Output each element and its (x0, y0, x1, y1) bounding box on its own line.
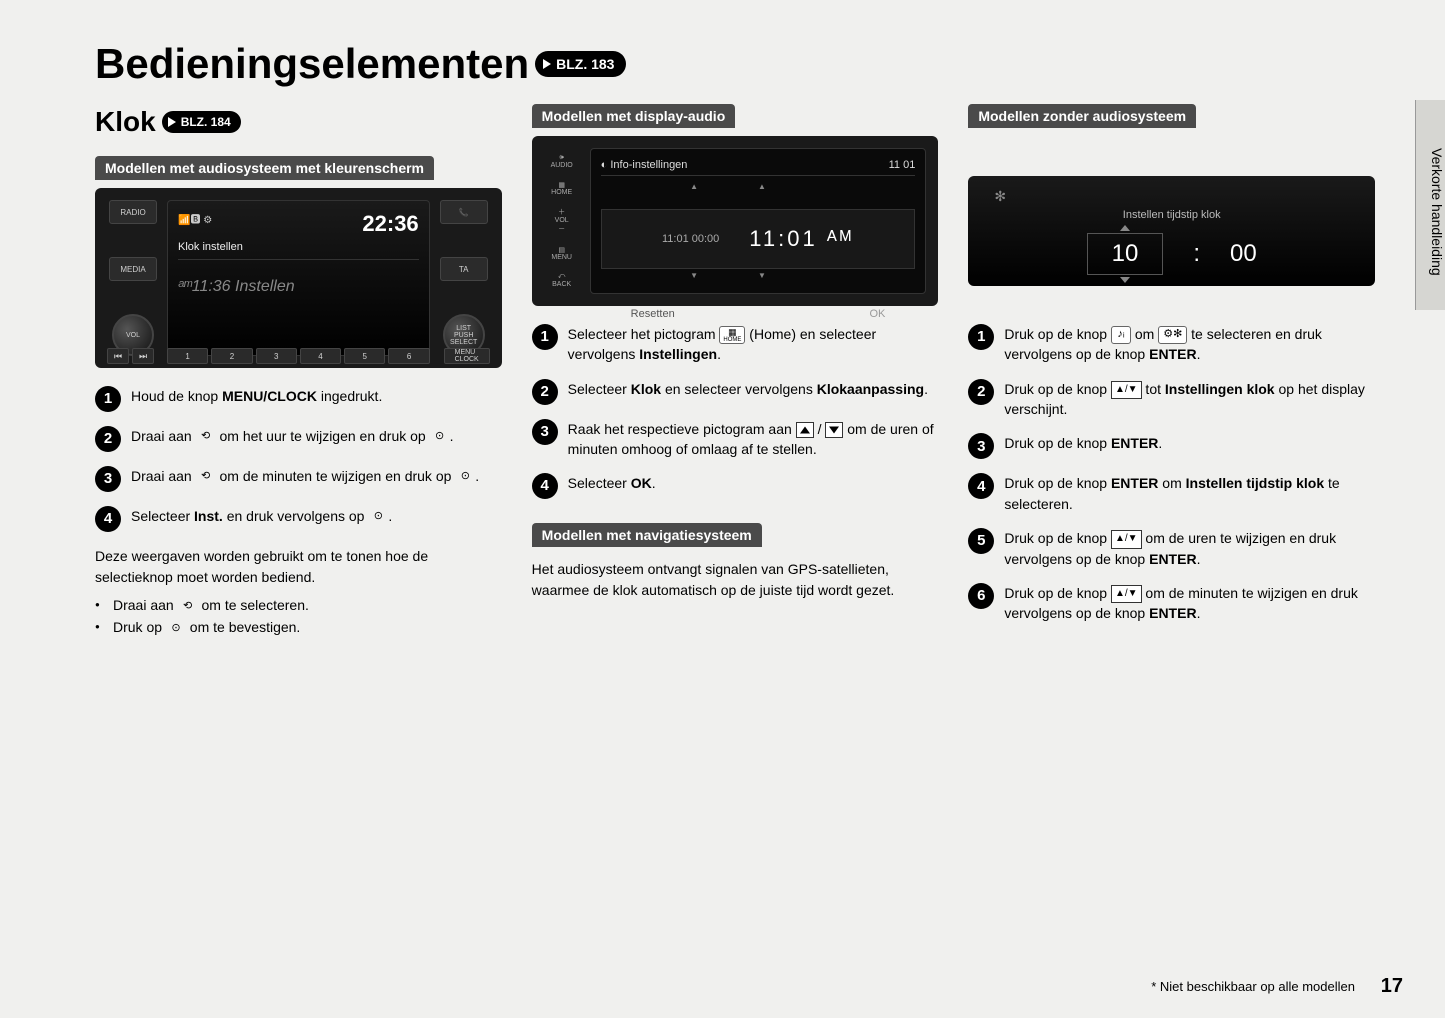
step-text: Houd de knop MENU/CLOCK ingedrukt. (131, 386, 502, 406)
hours-box: 10 (1087, 233, 1164, 275)
section-label-3: Modellen zonder audiosysteem (968, 104, 1196, 128)
reset-label: Resetten (631, 308, 675, 320)
device-display-audio: 🕪 AUDIO ▦ HOME ＋ VOL － ▤ MENU ⤺ BACK ◐ I… (532, 136, 939, 306)
step-number: 2 (532, 379, 558, 405)
screen-mid: ᵃᵐ11:36 Instellen (178, 278, 419, 296)
device-screen: ◐ Info-instellingen 11 01 ▲▲ 11:01 00:00… (590, 148, 927, 294)
steps-col2: 1 Selecteer het pictogram ▦HOME (Home) en… (532, 324, 939, 499)
arrow-icon (168, 117, 176, 127)
step-number: 2 (95, 426, 121, 452)
device-side-buttons: 🕪 AUDIO ▦ HOME ＋ VOL － ▤ MENU ⤺ BACK (544, 148, 580, 294)
title-row: Bedieningselementen BLZ. 183 (95, 40, 1375, 88)
device-no-audio: ✻ Instellen tijdstip klok 10 : 00 (968, 176, 1375, 286)
step-text: Selecteer Inst. en druk vervolgens op ⊙. (131, 506, 502, 526)
step-text: Druk op de knop ▲/▼ om de minuten te wij… (1004, 583, 1375, 624)
section-label-nav: Modellen met navigatiesysteem (532, 523, 762, 547)
device-screen: 📶🅱 ⚙ 22:36 Klok instellen ᵃᵐ11:36 Instel… (167, 200, 430, 356)
steps-col3: 1 Druk op de knop ♪ᵢ om ⚙✻ te selecteren … (968, 324, 1375, 624)
footnote: * Niet beschikbaar op alle modellen (1151, 979, 1355, 994)
col-2: Modellen met display-audio 🕪 AUDIO ▦ HOM… (532, 104, 939, 639)
step-number: 2 (968, 379, 994, 405)
manual-page: Bedieningselementen BLZ. 183 Klok BLZ. 1… (0, 0, 1445, 1018)
screen-breadcrumb: ◐ Info-instellingen (601, 159, 688, 171)
screen-title: Klok instellen (178, 241, 419, 260)
step-text: Selecteer Klok en selecteer vervolgens K… (568, 379, 939, 399)
status-icons: 📶🅱 ⚙ (178, 211, 212, 237)
step-number: 3 (532, 419, 558, 445)
step-text: Druk op de knop ▲/▼ om de uren te wijzig… (1004, 528, 1375, 569)
arrow-icon (543, 59, 551, 69)
step-number: 4 (95, 506, 121, 532)
step-number: 3 (95, 466, 121, 492)
page-number: 17 (1381, 975, 1403, 998)
step-text: Selecteer OK. (568, 473, 939, 493)
vol-icon: ＋ VOL － (555, 207, 569, 234)
bullet-item: Druk op ⊙ om te bevestigen. (95, 616, 502, 638)
page-title: Bedieningselementen (95, 40, 529, 88)
col-1: Modellen met audiosysteem met kleurensch… (95, 156, 502, 639)
page-ref-main: BLZ. 183 (535, 51, 626, 77)
bullet-item: Draai aan ⟲ om te selecteren. (95, 594, 502, 616)
columns: Modellen met audiosysteem met kleurensch… (95, 156, 1375, 639)
step-number: 1 (968, 324, 994, 350)
up-arrows: ▲▲ (601, 182, 916, 191)
sidebar-tab: Verkorte handleiding (1415, 100, 1445, 310)
preset-row: 1 2 3 4 5 6 (167, 348, 430, 364)
step-text: Druk op de knop ♪ᵢ om ⚙✻ te selecteren e… (1004, 324, 1375, 365)
page-ref-sub: BLZ. 184 (162, 111, 241, 133)
down-arrows: ▼▼ (601, 271, 916, 280)
col-3: Modellen zonder audiosysteem ✻ Instellen… (968, 104, 1375, 639)
bullets-col1: Draai aan ⟲ om te selecteren. Druk op ⊙ … (95, 594, 502, 639)
step-number: 4 (968, 473, 994, 499)
step-text: Druk op de knop ▲/▼ tot Instellingen klo… (1004, 379, 1375, 420)
menu-icon: ▤ MENU (551, 246, 572, 261)
device-label: Instellen tijdstip klok (1123, 209, 1221, 221)
step-number: 5 (968, 528, 994, 554)
menu-row: MENU CLOCK (444, 348, 490, 364)
back-icon: ⤺ BACK (552, 273, 571, 288)
media-button: MEDIA (109, 257, 157, 281)
device-color-audio: RADIO MEDIA VOL 📶🅱 ⚙ 22:36 Klok instelle… (95, 188, 502, 368)
step-text: Raak het respectieve pictogram aan / om … (568, 419, 939, 460)
note-text: Deze weergaven worden gebruikt om te ton… (95, 546, 502, 588)
radio-button: RADIO (109, 200, 157, 224)
seek-next-icon: ⏭ (132, 348, 154, 364)
phone-button: 📞 (440, 200, 488, 224)
home-icon: ▦ HOME (551, 181, 572, 196)
minutes: 00 (1230, 240, 1257, 268)
step-number: 1 (95, 386, 121, 412)
menu-clock-button: MENU CLOCK (444, 348, 490, 364)
section-label-1: Modellen met audiosysteem met kleurensch… (95, 156, 434, 180)
colon: : (1193, 240, 1200, 268)
step-number: 1 (532, 324, 558, 350)
gear-icon: ✻ (994, 188, 1006, 205)
step-text: Draai aan ⟲ om de minuten te wijzigen en… (131, 466, 502, 486)
step-text: Draai aan ⟲ om het uur te wijzigen en dr… (131, 426, 502, 446)
time-big: 11:01 ᴬᴹ (749, 226, 854, 252)
seek-row: ⏮ ⏭ (107, 348, 154, 364)
audio-icon: 🕪 AUDIO (551, 154, 573, 169)
screen-clock: 11 01 (889, 159, 916, 171)
seek-prev-icon: ⏮ (107, 348, 129, 364)
time-small: 11:01 00:00 (662, 233, 719, 245)
ok-label: OK (869, 308, 885, 320)
step-number: 3 (968, 433, 994, 459)
steps-col1: 1 Houd de knop MENU/CLOCK ingedrukt. 2 Dra… (95, 386, 502, 532)
ta-button: TA (440, 257, 488, 281)
step-text: Druk op de knop ENTER. (1004, 433, 1375, 453)
nav-note: Het audiosysteem ontvangt signalen van G… (532, 559, 939, 601)
step-text: Druk op de knop ENTER om Instellen tijds… (1004, 473, 1375, 514)
step-number: 4 (532, 473, 558, 499)
clock-time: 22:36 (362, 211, 418, 237)
step-number: 6 (968, 583, 994, 609)
section-label-2: Modellen met display-audio (532, 104, 736, 128)
step-text: Selecteer het pictogram ▦HOME (Home) en … (568, 324, 939, 365)
sub-title: Klok (95, 106, 156, 138)
